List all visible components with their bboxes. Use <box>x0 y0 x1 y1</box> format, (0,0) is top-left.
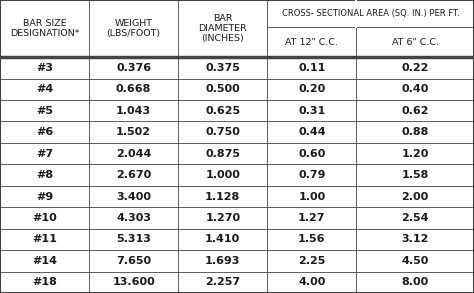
Text: #10: #10 <box>32 213 57 223</box>
Text: 8.00: 8.00 <box>401 277 429 287</box>
Text: 0.376: 0.376 <box>116 63 151 73</box>
Text: 0.750: 0.750 <box>205 127 240 137</box>
Text: 2.25: 2.25 <box>298 256 326 266</box>
Text: 0.88: 0.88 <box>401 127 429 137</box>
Text: 0.79: 0.79 <box>298 170 326 180</box>
Text: #18: #18 <box>32 277 57 287</box>
Text: #3: #3 <box>36 63 53 73</box>
Text: 3.400: 3.400 <box>116 192 151 202</box>
Text: WEIGHT
(LBS/FOOT): WEIGHT (LBS/FOOT) <box>107 19 161 38</box>
Text: #11: #11 <box>32 234 57 244</box>
Text: #8: #8 <box>36 170 53 180</box>
Text: 4.00: 4.00 <box>298 277 326 287</box>
Text: 0.668: 0.668 <box>116 84 151 94</box>
Text: 0.20: 0.20 <box>298 84 326 94</box>
Text: #6: #6 <box>36 127 53 137</box>
Text: 7.650: 7.650 <box>116 256 151 266</box>
Text: #7: #7 <box>36 149 53 159</box>
Text: #4: #4 <box>36 84 53 94</box>
Text: 0.375: 0.375 <box>205 63 240 73</box>
Text: AT 6" C.C.: AT 6" C.C. <box>392 38 439 47</box>
Text: 0.40: 0.40 <box>401 84 429 94</box>
Text: 1.58: 1.58 <box>401 170 429 180</box>
Text: 2.044: 2.044 <box>116 149 151 159</box>
Text: 2.54: 2.54 <box>401 213 429 223</box>
Text: 3.12: 3.12 <box>401 234 429 244</box>
Text: 1.270: 1.270 <box>205 213 240 223</box>
Text: 1.27: 1.27 <box>298 213 326 223</box>
Text: 0.62: 0.62 <box>401 106 429 116</box>
Text: 1.000: 1.000 <box>205 170 240 180</box>
Text: 1.502: 1.502 <box>116 127 151 137</box>
Text: 13.600: 13.600 <box>112 277 155 287</box>
Text: 4.303: 4.303 <box>116 213 151 223</box>
Text: 1.410: 1.410 <box>205 234 240 244</box>
Text: AT 12" C.C.: AT 12" C.C. <box>285 38 338 47</box>
Text: 1.128: 1.128 <box>205 192 240 202</box>
Text: 2.670: 2.670 <box>116 170 151 180</box>
Text: 1.00: 1.00 <box>298 192 326 202</box>
Text: 0.22: 0.22 <box>401 63 429 73</box>
Text: BAR SIZE
DESIGNATION*: BAR SIZE DESIGNATION* <box>10 19 79 38</box>
Text: 1.693: 1.693 <box>205 256 240 266</box>
Text: 5.313: 5.313 <box>116 234 151 244</box>
Text: 2.257: 2.257 <box>205 277 240 287</box>
Text: 1.043: 1.043 <box>116 106 151 116</box>
Text: 0.625: 0.625 <box>205 106 240 116</box>
Text: 1.56: 1.56 <box>298 234 326 244</box>
Text: 4.50: 4.50 <box>401 256 429 266</box>
Text: 0.60: 0.60 <box>298 149 326 159</box>
Text: BAR
DIAMETER
(INCHES): BAR DIAMETER (INCHES) <box>199 14 247 43</box>
Text: #5: #5 <box>36 106 53 116</box>
Text: #9: #9 <box>36 192 53 202</box>
Text: 2.00: 2.00 <box>401 192 429 202</box>
Text: 0.44: 0.44 <box>298 127 326 137</box>
Text: 0.11: 0.11 <box>298 63 326 73</box>
Text: 0.31: 0.31 <box>298 106 326 116</box>
Text: CROSS- SECTIONAL AREA (SQ. IN.) PER FT.: CROSS- SECTIONAL AREA (SQ. IN.) PER FT. <box>282 9 459 18</box>
Text: #14: #14 <box>32 256 57 266</box>
Text: 0.500: 0.500 <box>205 84 240 94</box>
Text: 0.875: 0.875 <box>205 149 240 159</box>
Text: 1.20: 1.20 <box>401 149 429 159</box>
